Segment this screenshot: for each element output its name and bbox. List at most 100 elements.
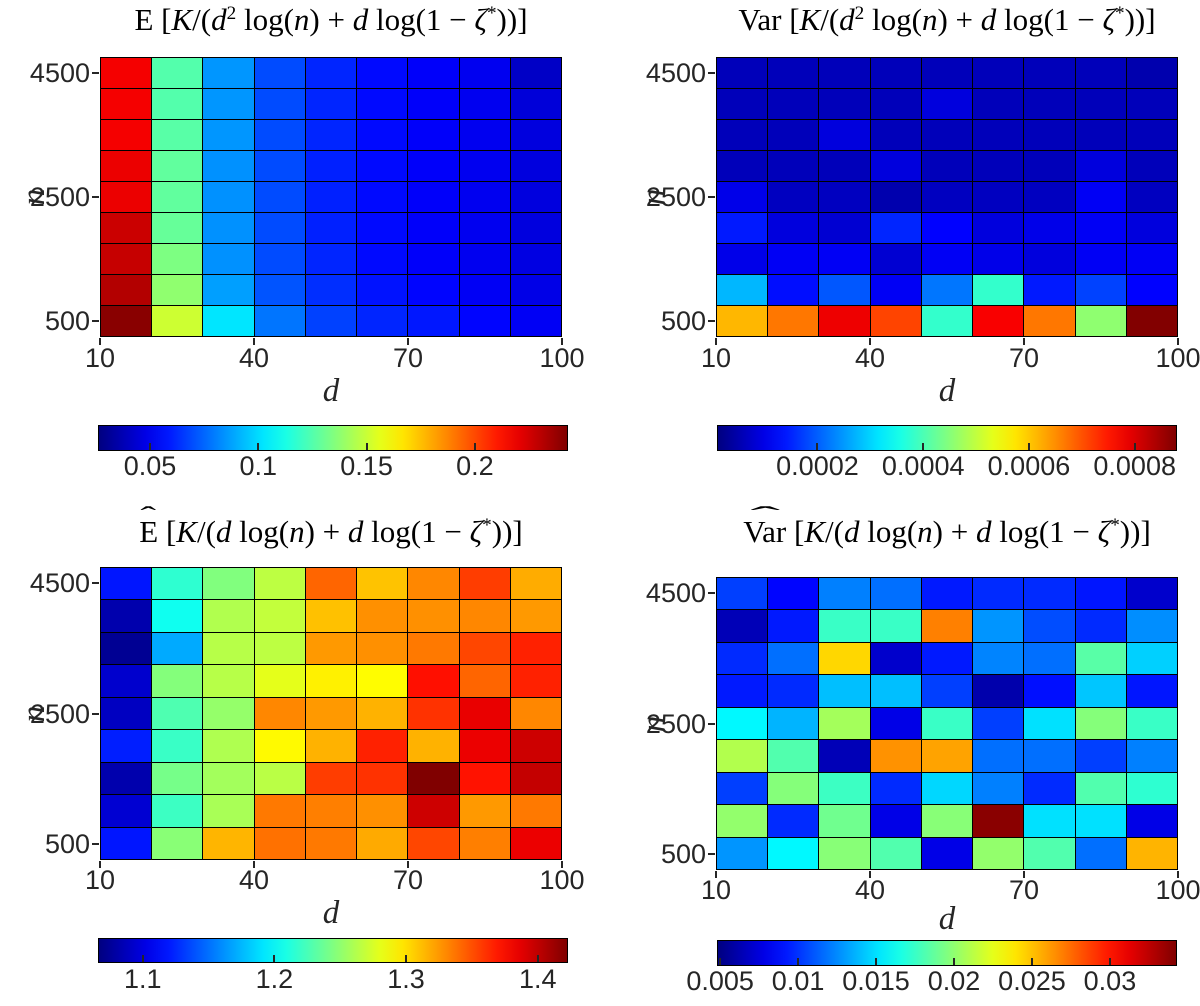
heatmap-cell: [459, 697, 510, 730]
heatmap-grid: [716, 57, 1178, 337]
heatmap-cell: [1075, 182, 1126, 212]
x-tick-label: 70: [392, 865, 424, 895]
tick-mark: [92, 196, 99, 198]
tick-mark: [816, 443, 819, 450]
heatmap-cell: [921, 306, 973, 336]
heatmap-cell: [870, 89, 921, 119]
heatmap-cell: [870, 58, 921, 88]
tick-mark: [1023, 338, 1025, 345]
tick-mark: [273, 955, 276, 962]
heatmap-cell: [1075, 642, 1126, 675]
heatmap-cell: [305, 600, 357, 632]
heatmap-cell: [408, 306, 459, 336]
heatmap-cell: [305, 730, 357, 762]
heatmap-cell: [152, 568, 203, 600]
heatmap-cell: [1075, 578, 1126, 610]
heatmap-cell: [768, 151, 819, 181]
tick-mark: [922, 443, 925, 450]
heatmap-cell: [1024, 58, 1075, 88]
heatmap-cell: [819, 610, 870, 642]
heatmap-cell: [459, 827, 510, 859]
heatmap-cell: [768, 306, 819, 336]
heatmap-cell: [152, 182, 203, 212]
heatmap-cell: [203, 600, 254, 632]
heatmap-cell: [717, 837, 768, 869]
heatmap-cell: [717, 772, 768, 805]
heatmap-cell: [459, 151, 510, 181]
heatmap-cell: [357, 568, 408, 600]
heatmap-cell: [152, 632, 203, 665]
heatmap-cell: [717, 675, 768, 707]
heatmap-cell: [101, 665, 152, 697]
hat-accent: ˆ: [136, 0, 152, 18]
colorbar-tick-label: 0.0008: [1093, 451, 1176, 481]
heatmap-grid: [100, 57, 562, 337]
heatmap-cell: [510, 275, 561, 305]
heatmap-cell: [152, 730, 203, 762]
heatmap-cell: [768, 275, 819, 305]
heatmap-cell: [203, 730, 254, 762]
heatmap-cell: [921, 578, 973, 610]
heatmap-cell: [870, 244, 921, 274]
heatmap-cell: [870, 675, 921, 707]
heatmap-cell: [305, 244, 357, 274]
x-tick-label: 10: [84, 343, 116, 373]
heatmap-grid: [716, 577, 1178, 870]
heatmap-cell: [921, 213, 973, 243]
heatmap-cell: [1024, 213, 1075, 243]
heatmap-cell: [203, 213, 254, 243]
tick-mark: [536, 955, 539, 962]
heatmap-cell: [1024, 244, 1075, 274]
heatmap-cell: [408, 89, 459, 119]
tick-mark: [708, 852, 715, 855]
x-tick-label: 10: [84, 865, 116, 895]
heatmap-cell: [459, 632, 510, 665]
heatmap-cell: [152, 827, 203, 859]
heatmap-cell: [768, 89, 819, 119]
heatmap-cell: [254, 762, 305, 795]
heatmap-cell: [152, 600, 203, 632]
heatmap-cell: [357, 244, 408, 274]
heatmap-cell: [408, 568, 459, 600]
heatmap-cell: [921, 244, 973, 274]
heatmap-cell: [254, 795, 305, 827]
colorbar-tick-label: 0.2: [456, 451, 494, 481]
heatmap-cell: [510, 151, 561, 181]
heatmap-cell: [768, 610, 819, 642]
heatmap-cell: [973, 707, 1024, 740]
heatmap-cell: [973, 578, 1024, 610]
heatmap-cell: [1126, 120, 1177, 150]
x-axis-label: d: [938, 901, 956, 937]
heatmap-cell: [101, 213, 152, 243]
colorbar-tick-label: 1.2: [255, 964, 294, 994]
heatmap-cell: [254, 58, 305, 88]
heatmap-cell: [459, 795, 510, 827]
subplot-bottom-right: ˆ Var [K/(d log(n) + d log(1 − ζ*))] n d …: [600, 503, 1200, 1006]
heatmap-cell: [717, 306, 768, 336]
heatmap-cell: [819, 244, 870, 274]
heatmap-cell: [973, 837, 1024, 869]
heatmap-cell: [357, 89, 408, 119]
x-tick-label: 70: [1008, 343, 1040, 373]
heatmap-cell: [357, 151, 408, 181]
heatmap-cell: [1126, 306, 1177, 336]
x-tick-label: 70: [392, 343, 424, 373]
heatmap-cell: [305, 632, 357, 665]
heatmap-cell: [305, 762, 357, 795]
heatmap-cell: [717, 120, 768, 150]
x-tick-label: 100: [539, 343, 585, 373]
heatmap-cell: [510, 730, 561, 762]
heatmap-cell: [921, 707, 973, 740]
heatmap-cell: [459, 665, 510, 697]
heatmap-cell: [152, 665, 203, 697]
heatmap-cell: [305, 89, 357, 119]
tick-mark: [92, 320, 99, 323]
heatmap-cell: [152, 244, 203, 274]
heatmap-cell: [305, 697, 357, 730]
heatmap-cell: [357, 600, 408, 632]
heatmap-cell: [510, 89, 561, 119]
heatmap-cell: [254, 151, 305, 181]
heatmap-cell: [1126, 58, 1177, 88]
heatmap-cell: [152, 795, 203, 827]
heatmap-cell: [1126, 740, 1177, 772]
